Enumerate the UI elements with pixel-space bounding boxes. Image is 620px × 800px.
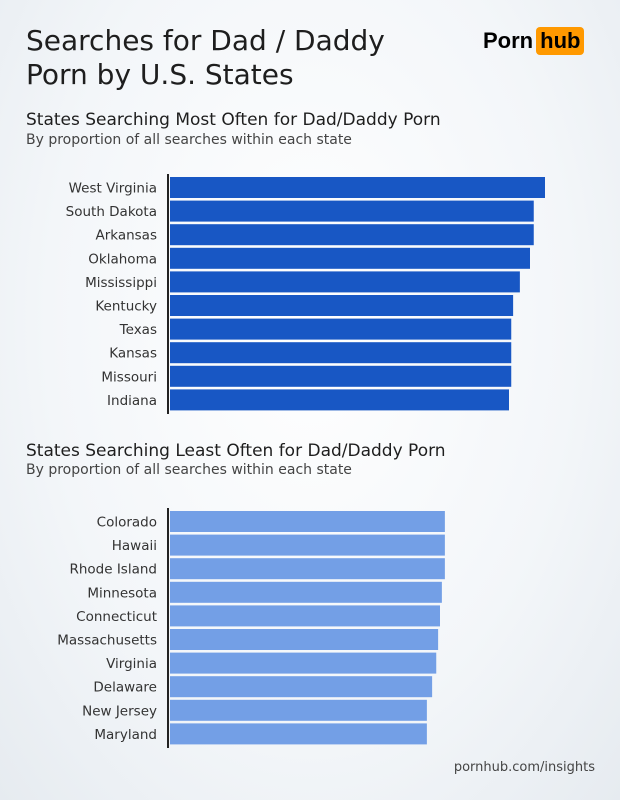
bar-colorado [170,511,445,532]
bar-new-jersey [170,699,427,721]
category-label: Mississippi [85,275,157,291]
bar-massachusetts [170,629,439,650]
bar-minnesota [170,581,442,603]
bar-delaware [170,676,433,698]
category-label: West Virginia [69,181,157,197]
category-label: Arkansas [95,228,157,244]
category-label: Texas [119,322,157,338]
category-label: Oklahoma [88,251,157,267]
category-label: Indiana [107,393,157,409]
category-label: Hawaii [112,538,157,554]
chart-1-subtitle: By proportion of all searches within eac… [26,132,352,148]
bar-hawaii [170,534,445,556]
bar-oklahoma [170,247,530,269]
category-label: Kansas [109,346,157,362]
category-label: Minnesota [87,585,157,601]
bar-kentucky [170,295,514,316]
bar-virginia [170,652,437,674]
logo-left: Porn [483,28,534,53]
category-label: Connecticut [76,609,157,625]
bar-texas [170,318,512,340]
category-label: Colorado [97,515,157,531]
bar-west-virginia [170,177,545,198]
bar-kansas [170,342,512,364]
category-label: Maryland [94,727,157,743]
category-label: Kentucky [95,299,157,315]
bar-south-dakota [170,200,534,222]
chart-1-title: States Searching Most Often for Dad/Dadd… [26,110,441,130]
footer-source: pornhub.com/insights [453,760,595,775]
bar-arkansas [170,224,534,246]
page-title: Searches for Dad / Daddy Porn by U.S. St… [26,24,385,92]
title-line-2: Porn by U.S. States [26,58,294,91]
bar-missouri [170,365,512,387]
logo-right: hub [536,27,585,55]
category-label: New Jersey [82,703,157,719]
chart-2-subtitle: By proportion of all searches within eac… [26,462,352,478]
category-label: Massachusetts [57,633,157,649]
category-label: Rhode Island [69,562,157,578]
bar-maryland [170,723,427,745]
bar-rhode-island [170,558,445,580]
category-label: Missouri [101,369,157,385]
pornhub-logo: Porn hub [483,27,585,55]
chart-2-title: States Searching Least Often for Dad/Dad… [26,441,446,461]
category-label: Virginia [106,656,157,672]
chart-least-often: Colorado Hawaii Rhode Island Minnesota Conne… [57,508,445,748]
bar-mississippi [170,271,520,293]
category-label: South Dakota [66,204,157,220]
title-line-1: Searches for Dad / Daddy [26,24,385,57]
bar-connecticut [170,605,440,627]
bar-indiana [170,389,509,411]
chart-most-often: West Virginia South Dakota Arkansas Oklahom… [66,174,545,414]
category-label: Delaware [93,680,157,696]
